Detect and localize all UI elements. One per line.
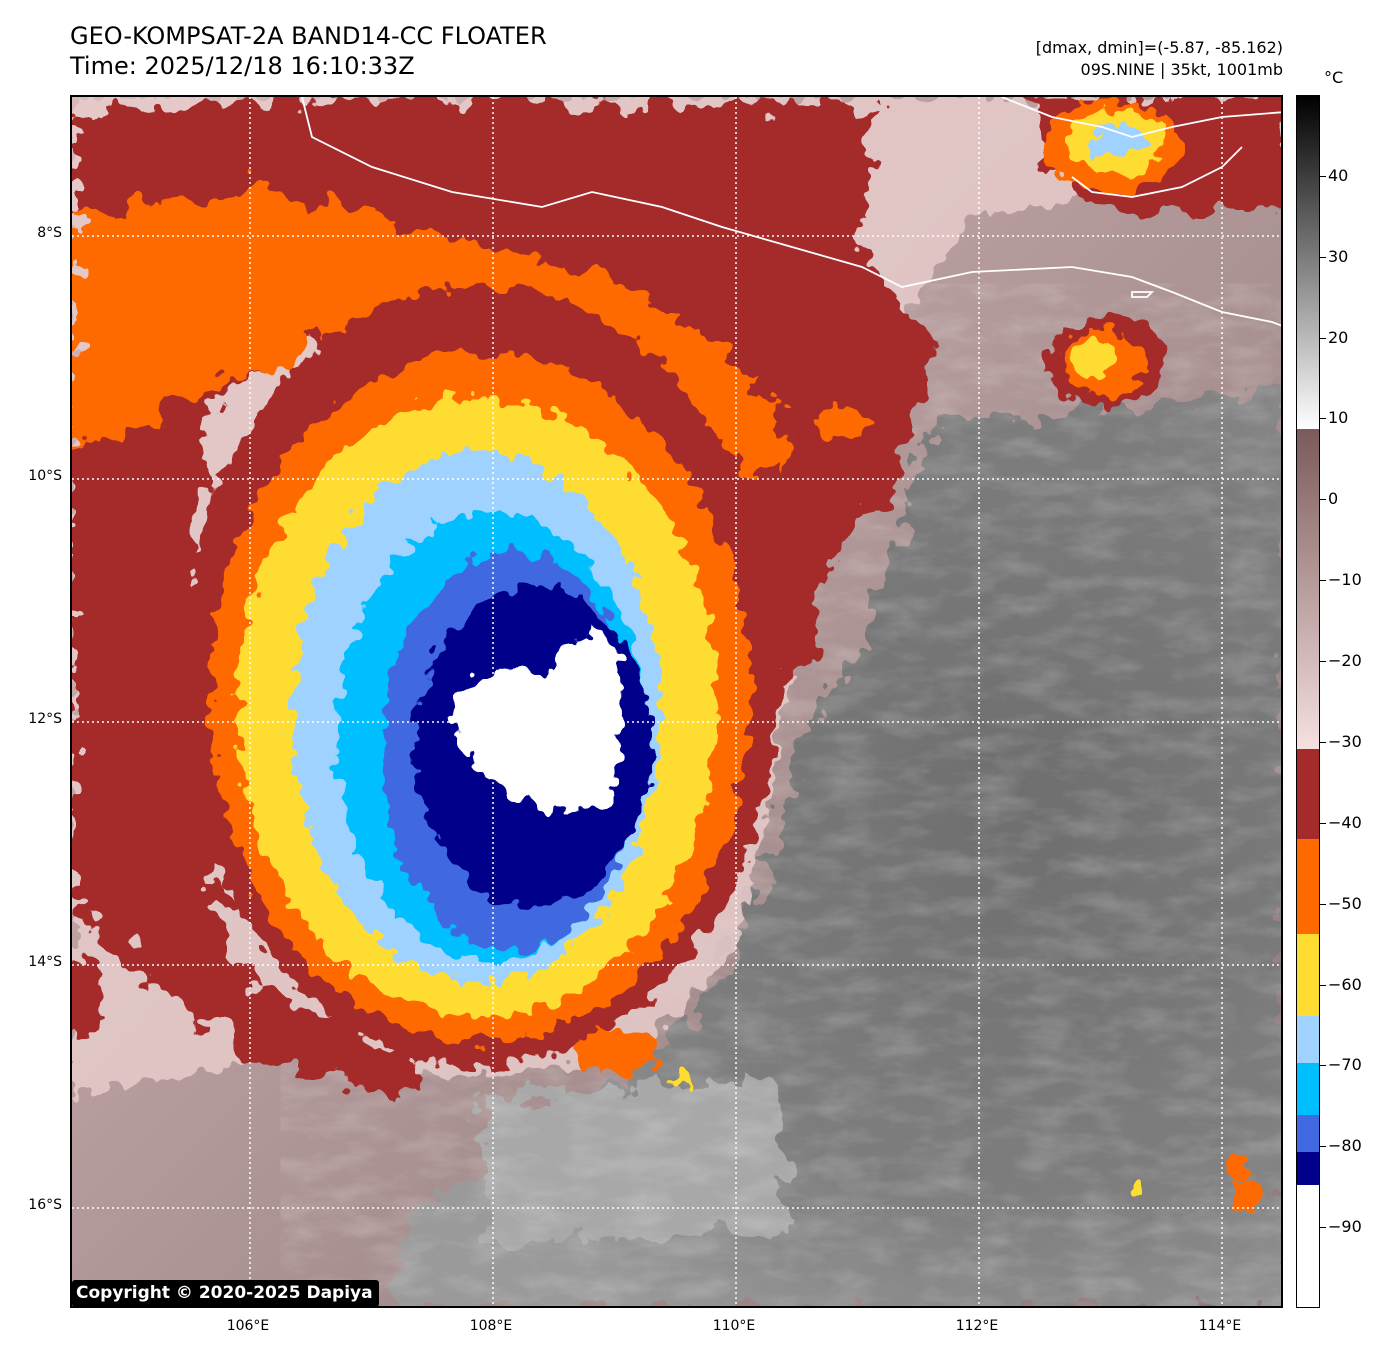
lat-label: 16°S — [28, 1197, 62, 1213]
colorbar-tick-label: 30 — [1328, 246, 1349, 266]
lon-label: 114°E — [1198, 1318, 1242, 1334]
gridlines — [72, 97, 1281, 1306]
colorbar-tick-label: −20 — [1328, 651, 1362, 671]
colorbar-tick-label: 0 — [1328, 489, 1339, 509]
colorbar-tick — [1320, 580, 1326, 582]
data-range-info: [dmax, dmin]=(-5.87, -85.162) — [1035, 38, 1283, 57]
satellite-image — [72, 97, 1281, 1306]
colorbar-tick — [1320, 661, 1326, 663]
colorbar-tick-label: −80 — [1328, 1136, 1362, 1156]
colorbar-tick — [1320, 741, 1326, 743]
colorbar-tick — [1320, 418, 1326, 420]
colorbar-tick-label: 20 — [1328, 327, 1349, 347]
colorbar-gradient — [1297, 96, 1319, 1307]
colorbar-tick-label: −40 — [1328, 812, 1362, 832]
colorbar-tick — [1320, 256, 1326, 258]
colorbar-tick — [1320, 903, 1326, 905]
colorbar-tick-label: −60 — [1328, 974, 1362, 994]
lon-label: 108°E — [469, 1318, 513, 1334]
lat-label: 10°S — [28, 468, 62, 484]
colorbar-unit: °C — [1324, 68, 1344, 87]
colorbar-tick-label: 40 — [1328, 165, 1349, 185]
title-line-2: Time: 2025/12/18 16:10:33Z — [70, 52, 415, 80]
colorbar-tick — [1320, 175, 1326, 177]
lat-label: 8°S — [37, 225, 62, 241]
storm-info: 09S.NINE | 35kt, 1001mb — [1080, 60, 1283, 79]
title-line-1: GEO-KOMPSAT-2A BAND14-CC FLOATER — [70, 22, 547, 50]
lon-label: 110°E — [712, 1318, 756, 1334]
storm-core — [180, 287, 780, 1067]
colorbar-tick — [1320, 1146, 1326, 1148]
lat-label: 14°S — [28, 954, 62, 970]
colorbar-tick — [1320, 499, 1326, 501]
lon-label: 112°E — [955, 1318, 999, 1334]
satellite-map — [70, 95, 1283, 1308]
colorbar-tick — [1320, 984, 1326, 986]
colorbar-tick-label: −90 — [1328, 1217, 1362, 1237]
colorbar-tick-label: 10 — [1328, 408, 1349, 428]
colorbar-tick-label: −50 — [1328, 893, 1362, 913]
colorbar-tick-label: −10 — [1328, 570, 1362, 590]
colorbar — [1296, 95, 1320, 1308]
lat-label: 12°S — [28, 711, 62, 727]
copyright-label: Copyright © 2020-2025 Dapiya — [72, 1280, 379, 1307]
small-convective-cells — [72, 102, 1262, 1213]
colorbar-tick — [1320, 1227, 1326, 1229]
colorbar-tick — [1320, 1065, 1326, 1067]
colorbar-tick — [1320, 337, 1326, 339]
colorbar-tick-label: −30 — [1328, 731, 1362, 751]
colorbar-tick — [1320, 822, 1326, 824]
lon-label: 106°E — [226, 1318, 270, 1334]
colorbar-tick-label: −70 — [1328, 1055, 1362, 1075]
